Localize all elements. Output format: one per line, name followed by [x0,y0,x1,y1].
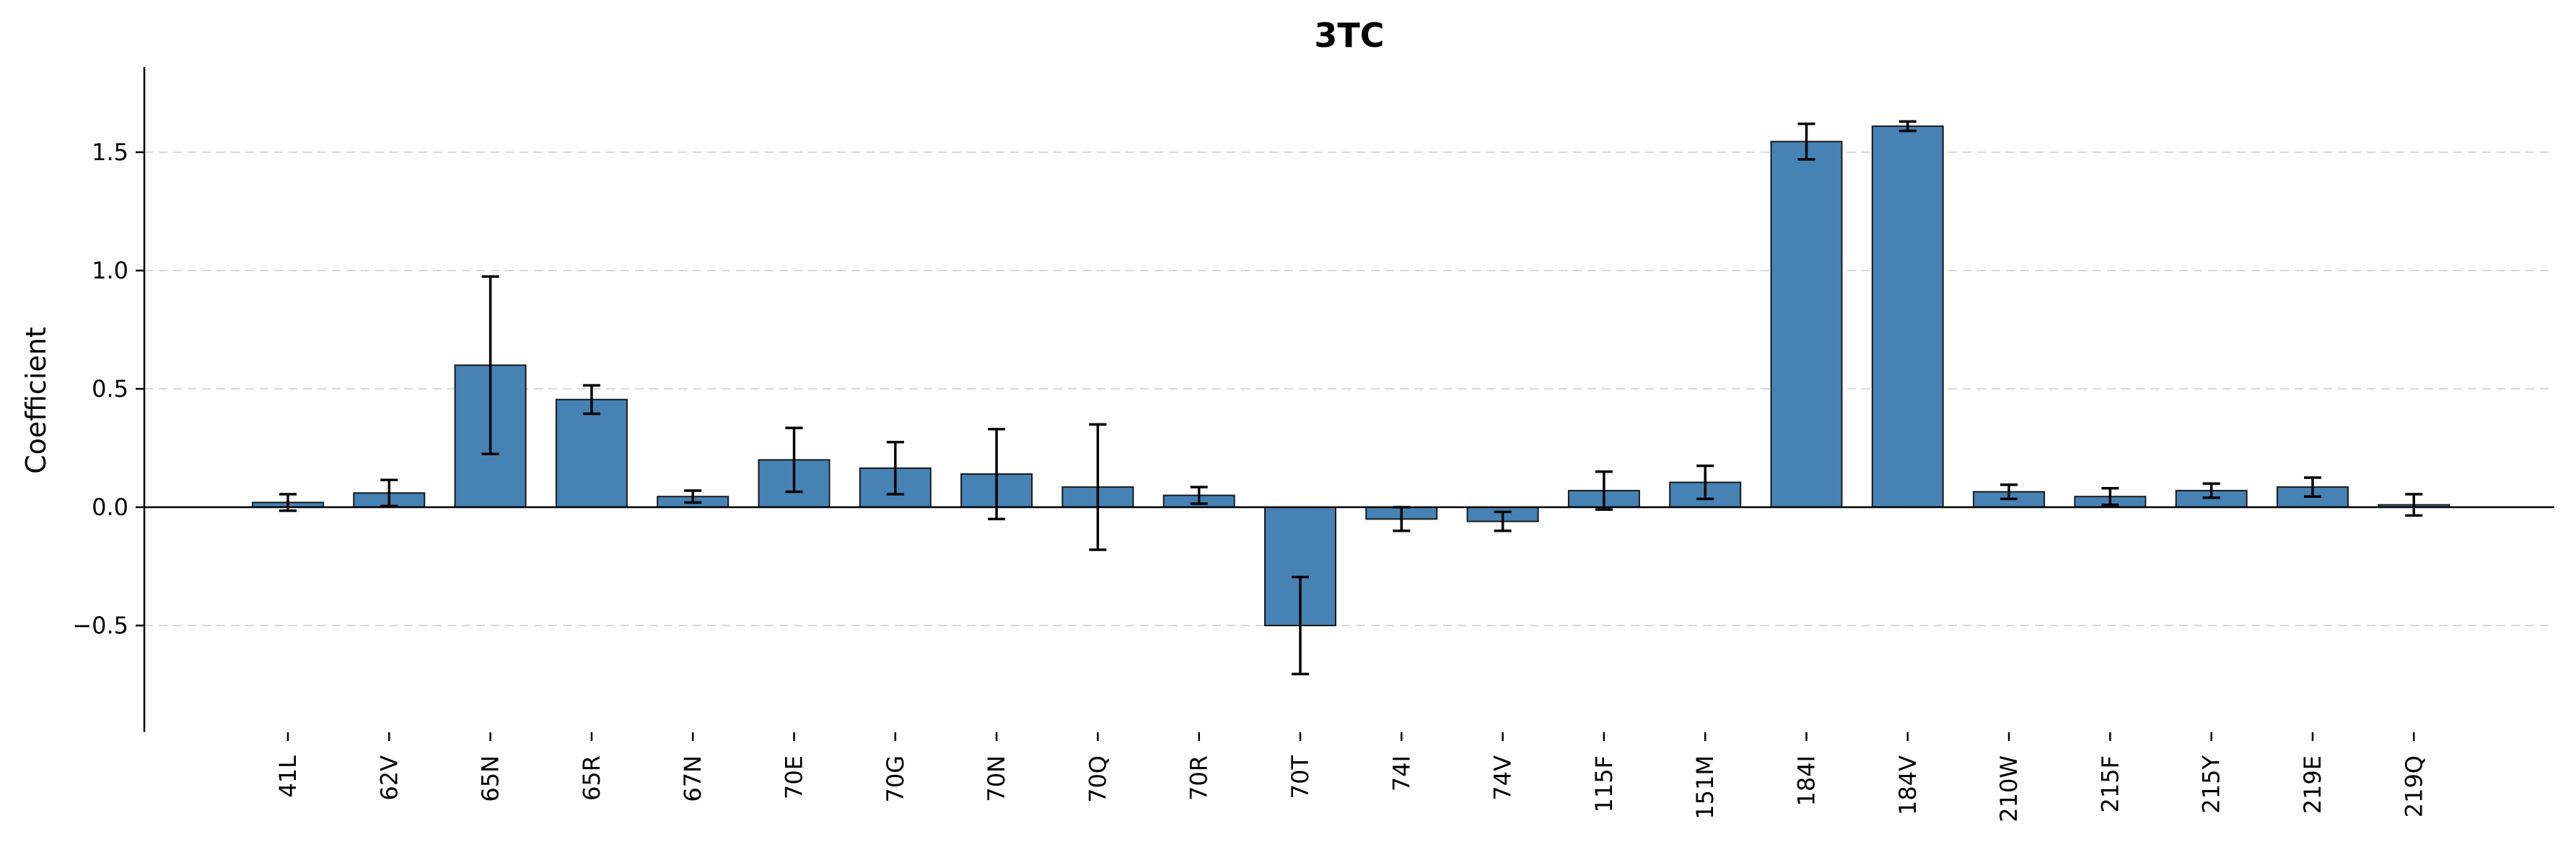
error-bar-210W [2000,483,2018,501]
x-tick-label: 219Q [2400,755,2427,817]
y-tick-label: 1.0 [92,257,128,284]
error-bar-219Q [2405,493,2423,517]
x-tick-label: 65R [578,755,605,801]
x-tick-label: 184V [1894,755,1922,815]
error-bar-67N [684,489,702,504]
x-tick-label: 70Q [1084,755,1111,803]
error-bar-74I [1393,506,1411,532]
x-tick-label: 70G [882,755,909,803]
x-tick-label: 41L [274,755,302,798]
error-bar-74V [1494,510,1512,532]
error-bar-70N [988,428,1006,521]
bar-184V [1871,125,1944,509]
error-bar-70Q [1089,423,1107,551]
x-ticks: 41L 62V 65N 65R 67N 70E 70G 70N 70Q 70R 70T 74I 74V 1… [274,732,2427,822]
y-tick-label: 0.0 [92,493,128,521]
x-tick-label: 184I [1793,755,1821,807]
bar-184I [1770,141,1843,509]
x-tick-label: 215F [2096,755,2124,812]
x-tick-label: 74V [1489,755,1517,801]
x-tick-label: 151M [1691,755,1719,820]
error-bar-62V [380,478,398,508]
y-tick-label: −0.5 [72,612,128,639]
error-bar-70G [886,441,904,496]
x-tick-label: 65N [477,755,504,802]
error-bar-70R [1190,486,1208,505]
x-tick-label: 70T [1287,755,1314,799]
error-bar-65N [481,275,499,455]
x-tick-label: 62V [375,755,403,801]
y-axis-label: Coefficient [20,327,52,474]
error-bar-219E [2304,476,2321,498]
bar-65R [555,398,628,509]
error-bar-184V [1898,120,1916,133]
x-tick-label: 215Y [2198,755,2225,814]
error-bar-115F [1595,470,1613,512]
y-ticks: −0.5 0.0 0.5 1.0 1.5 [72,139,144,639]
x-tick-label: 74I [1388,755,1415,791]
chart-title: 3TC [1314,16,1384,55]
x-tick-label: 70N [983,755,1010,802]
error-bar-70T [1292,576,1309,675]
x-tick-label: 210W [1995,755,2023,822]
x-tick-label: 67N [679,755,706,802]
x-tick-label: 70R [1186,755,1213,801]
grid-lines [144,152,2554,626]
error-bar-215F [2101,487,2119,506]
error-bar-65R [582,384,600,416]
x-tick-label: 115F [1590,755,1618,812]
y-tick-label: 0.5 [92,375,128,403]
x-tick-label: 70E [781,755,808,799]
error-bar-184I [1797,122,1815,161]
bars [252,125,2450,626]
x-tick-label: 219E [2299,755,2326,814]
error-bar-70E [785,426,803,493]
error-bars [279,120,2423,675]
error-bar-41L [279,493,297,512]
error-bar-151M [1696,464,1714,501]
error-bar-215Y [2202,482,2220,499]
y-tick-label: 1.5 [92,139,128,166]
